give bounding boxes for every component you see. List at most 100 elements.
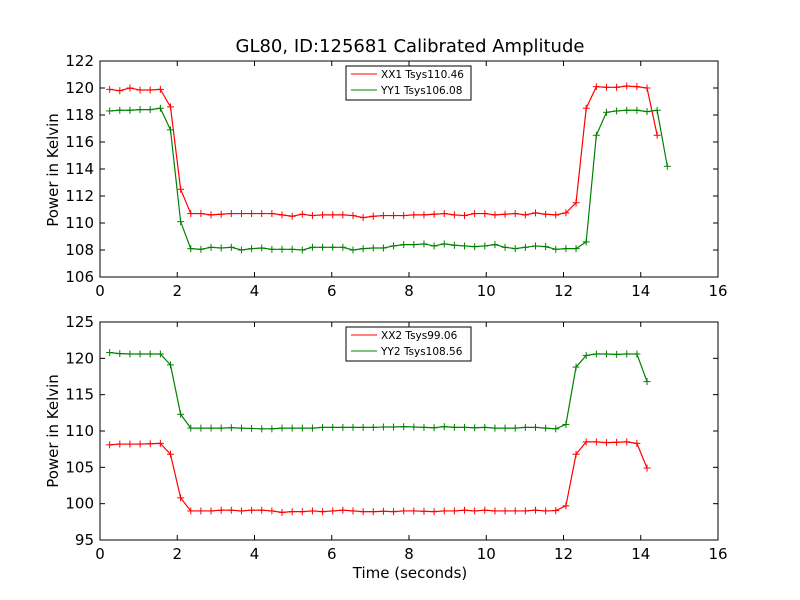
x-tick-label: 8: [404, 282, 414, 300]
y-tick-label: 95: [75, 531, 94, 549]
data-point: [329, 243, 337, 251]
data-point: [582, 238, 590, 246]
data-point: [248, 424, 256, 432]
data-point: [531, 506, 539, 514]
data-point: [166, 126, 174, 134]
data-point: [339, 243, 347, 251]
series-bottom-2: [106, 349, 651, 433]
data-point: [643, 378, 651, 386]
data-point: [623, 106, 631, 114]
data-point: [197, 210, 205, 218]
data-point: [643, 464, 651, 472]
data-point: [258, 425, 266, 433]
data-point: [339, 211, 347, 219]
data-point: [572, 450, 580, 458]
data-point: [359, 214, 367, 222]
data-point: [602, 83, 610, 91]
series-top-1: [106, 82, 661, 222]
data-point: [410, 211, 418, 219]
data-point: [481, 242, 489, 250]
legend-box-top: [345, 65, 472, 101]
data-point: [521, 423, 529, 431]
x-tick-label: 16: [708, 545, 727, 563]
data-point: [268, 245, 276, 253]
data-point: [542, 243, 550, 251]
data-point: [531, 242, 539, 250]
data-point: [572, 199, 580, 207]
data-point: [278, 424, 286, 432]
data-point: [420, 507, 428, 515]
data-point: [562, 502, 570, 510]
data-point: [582, 438, 590, 446]
data-point: [643, 108, 651, 116]
data-point: [410, 423, 418, 431]
data-point: [136, 440, 144, 448]
data-point: [440, 507, 448, 515]
data-point: [166, 361, 174, 369]
data-point: [319, 243, 327, 251]
data-point: [146, 440, 154, 448]
data-point: [663, 162, 671, 170]
data-point: [430, 424, 438, 432]
data-point: [126, 84, 134, 92]
data-point: [237, 210, 245, 218]
data-point: [308, 507, 316, 515]
data-point: [288, 245, 296, 253]
data-point: [207, 211, 215, 219]
x-tick-label: 2: [172, 282, 182, 300]
data-point: [288, 424, 296, 432]
data-point: [491, 211, 499, 219]
data-point: [136, 86, 144, 94]
y-tick-label: 115: [65, 386, 94, 404]
data-point: [643, 84, 651, 92]
legend-label-xx1: XX1 Tsys110.46: [381, 69, 464, 81]
data-point: [633, 439, 641, 447]
legend-bottom: XX2 Tsys99.06 YY2 Tsys108.56: [345, 326, 472, 362]
data-point: [349, 507, 357, 515]
data-point: [450, 241, 458, 249]
data-point: [177, 218, 185, 226]
data-point: [440, 423, 448, 431]
data-point: [521, 507, 529, 515]
data-point: [511, 424, 519, 432]
data-point: [410, 507, 418, 515]
data-point: [288, 212, 296, 220]
chart-top: GL80, ID:125681 Calibrated Amplitude Pow…: [44, 36, 728, 300]
y-tick-label: 105: [65, 458, 94, 476]
data-point: [126, 106, 134, 114]
data-point: [481, 423, 489, 431]
data-point: [613, 350, 621, 358]
data-point: [491, 424, 499, 432]
data-point: [420, 423, 428, 431]
data-point: [298, 424, 306, 432]
data-point: [268, 210, 276, 218]
y-tick-label: 125: [65, 313, 94, 331]
data-point: [106, 107, 114, 115]
data-point: [187, 245, 195, 253]
data-point: [116, 106, 124, 114]
data-point: [308, 212, 316, 220]
data-point: [572, 245, 580, 253]
y-tick-label: 118: [65, 106, 94, 124]
data-point: [308, 243, 316, 251]
data-point: [552, 425, 560, 433]
data-point: [197, 424, 205, 432]
data-point: [298, 246, 306, 254]
x-tick-label: 0: [95, 545, 105, 563]
data-point: [450, 423, 458, 431]
data-point: [592, 83, 600, 91]
data-point: [461, 506, 469, 514]
legend-label-yy2: YY2 Tsys108.56: [380, 346, 463, 358]
data-point: [126, 440, 134, 448]
data-point: [319, 211, 327, 219]
data-point: [450, 507, 458, 515]
data-point: [237, 507, 245, 515]
x-tick-label: 14: [631, 282, 650, 300]
y-tick-label: 106: [65, 268, 94, 286]
data-point: [369, 423, 377, 431]
y-tick-label: 100: [65, 495, 94, 513]
data-point: [177, 185, 185, 193]
data-point: [633, 83, 641, 91]
x-axis-label: Time (seconds): [352, 564, 468, 582]
